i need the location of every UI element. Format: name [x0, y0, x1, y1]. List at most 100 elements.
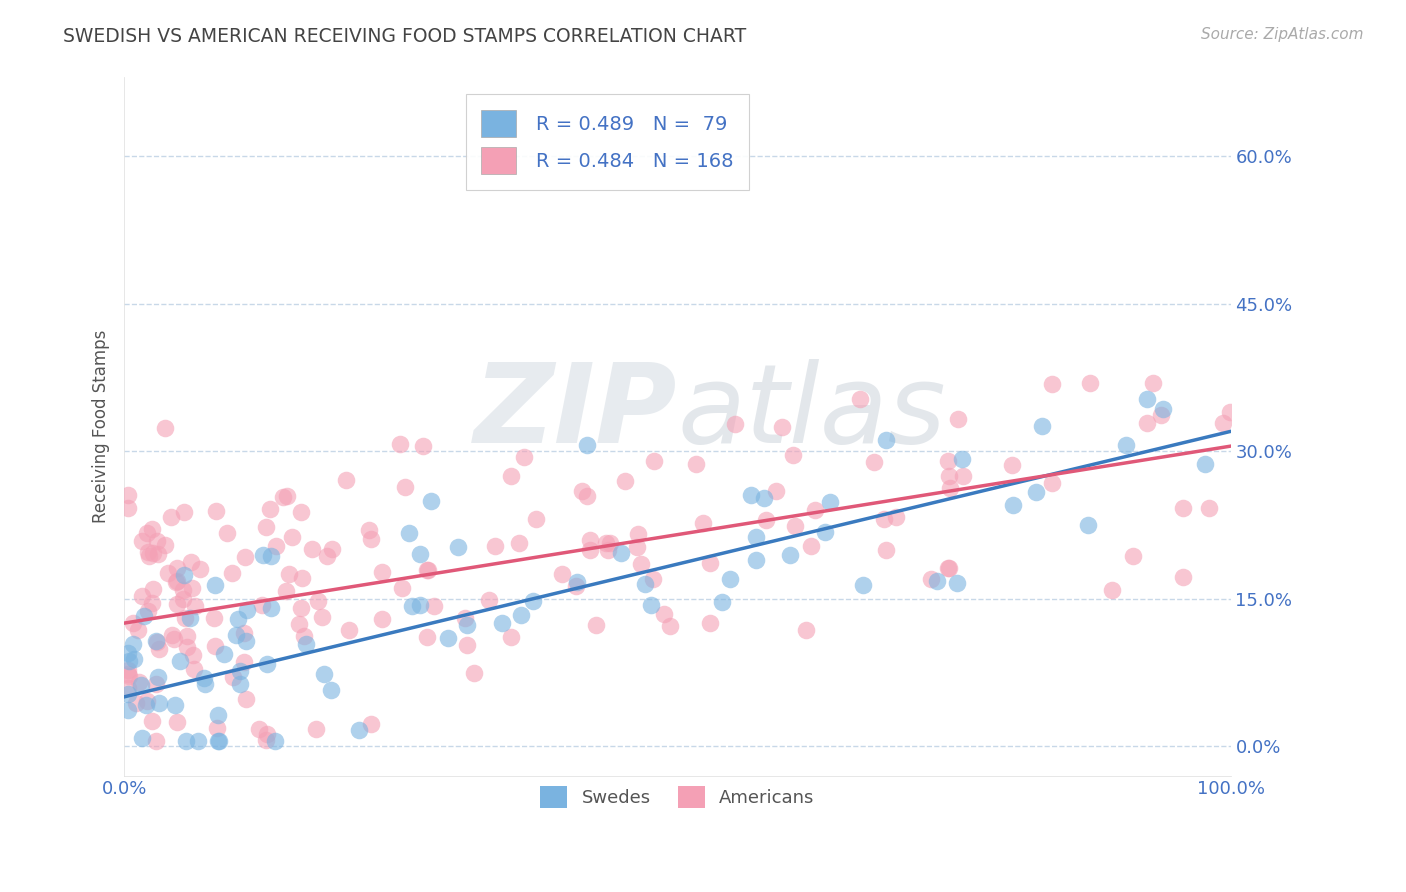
Point — [204, 639, 226, 653]
Point — [938, 481, 960, 495]
Text: ZIP: ZIP — [474, 359, 678, 466]
Point — [401, 599, 423, 614]
Point — [311, 610, 333, 624]
Point — [1031, 419, 1053, 434]
Point — [138, 549, 160, 563]
Point — [131, 589, 153, 603]
Point — [135, 698, 157, 712]
Point — [1025, 485, 1047, 500]
Point — [818, 495, 841, 509]
Point — [579, 533, 602, 548]
Point — [179, 611, 201, 625]
Point — [484, 540, 506, 554]
Point — [141, 522, 163, 536]
Point — [254, 733, 277, 747]
Point — [803, 503, 825, 517]
Point — [578, 543, 600, 558]
Point — [131, 731, 153, 745]
Point — [849, 392, 872, 406]
Point — [260, 549, 283, 563]
Point — [1194, 457, 1216, 471]
Point — [409, 598, 432, 612]
Point — [136, 694, 159, 708]
Point — [221, 566, 243, 581]
Point — [136, 526, 159, 541]
Point — [188, 561, 211, 575]
Point — [641, 572, 664, 586]
Point — [121, 616, 143, 631]
Point — [141, 596, 163, 610]
Point — [873, 512, 896, 526]
Point — [1136, 417, 1159, 431]
Point — [183, 662, 205, 676]
Point — [146, 635, 169, 649]
Point — [416, 563, 439, 577]
Point — [142, 582, 165, 596]
Point — [800, 540, 823, 554]
Point — [166, 714, 188, 729]
Point — [508, 536, 530, 550]
Point — [228, 676, 250, 690]
Point — [627, 527, 650, 541]
Point — [134, 609, 156, 624]
Point — [936, 561, 959, 575]
Point — [724, 417, 747, 432]
Point — [136, 603, 159, 617]
Text: atlas: atlas — [678, 359, 946, 466]
Point — [394, 480, 416, 494]
Point — [117, 681, 139, 696]
Point — [122, 652, 145, 666]
Point — [1173, 500, 1195, 515]
Point — [184, 599, 207, 614]
Point — [936, 454, 959, 468]
Point — [446, 540, 468, 554]
Point — [202, 611, 225, 625]
Point — [347, 723, 370, 737]
Point — [292, 629, 315, 643]
Point — [614, 474, 637, 488]
Point — [301, 542, 323, 557]
Point — [699, 556, 721, 570]
Point — [278, 566, 301, 581]
Point — [585, 618, 607, 632]
Point — [193, 677, 215, 691]
Point — [117, 488, 139, 502]
Point — [1122, 549, 1144, 563]
Point — [925, 574, 948, 588]
Point — [634, 577, 657, 591]
Point — [131, 534, 153, 549]
Point — [946, 575, 969, 590]
Point — [852, 578, 875, 592]
Point — [1077, 518, 1099, 533]
Point — [658, 619, 681, 633]
Point — [1136, 392, 1159, 407]
Point — [181, 648, 204, 663]
Point — [576, 489, 599, 503]
Point — [256, 727, 278, 741]
Point — [153, 421, 176, 435]
Point — [276, 489, 298, 503]
Point — [160, 509, 183, 524]
Point — [794, 624, 817, 638]
Point — [148, 696, 170, 710]
Point — [718, 572, 741, 586]
Point — [551, 567, 574, 582]
Point — [416, 563, 439, 577]
Point — [204, 504, 226, 518]
Point — [1040, 475, 1063, 490]
Point — [389, 437, 412, 451]
Point — [522, 594, 544, 608]
Point — [266, 540, 288, 554]
Point — [360, 717, 382, 731]
Point — [155, 538, 177, 552]
Point — [207, 734, 229, 748]
Point — [117, 688, 139, 702]
Point — [290, 601, 312, 615]
Point — [145, 734, 167, 748]
Point — [288, 617, 311, 632]
Point — [782, 448, 804, 462]
Point — [946, 412, 969, 426]
Point — [752, 491, 775, 505]
Point — [117, 646, 139, 660]
Point — [456, 638, 478, 652]
